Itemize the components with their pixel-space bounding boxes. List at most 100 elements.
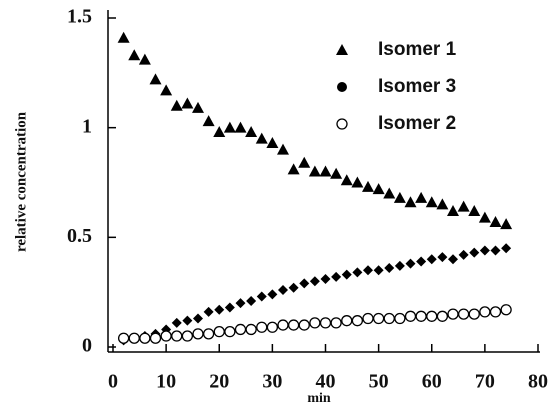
data-point — [202, 328, 215, 340]
data-point — [331, 271, 342, 282]
data-point — [352, 267, 363, 278]
x-axis-label: min — [307, 391, 331, 406]
data-point — [426, 254, 437, 265]
data-point — [128, 49, 141, 61]
data-point — [457, 200, 470, 212]
data-point — [139, 332, 151, 344]
data-point — [278, 284, 288, 295]
data-point — [393, 191, 406, 203]
data-point — [224, 302, 235, 313]
data-point — [266, 137, 279, 149]
data-point — [383, 312, 395, 325]
data-point — [340, 174, 353, 186]
x-tick-label: 10 — [156, 371, 176, 393]
data-point — [213, 325, 225, 338]
data-point — [501, 243, 512, 254]
legend-marker — [336, 118, 348, 130]
data-point — [128, 332, 140, 344]
x-tick-label: 20 — [209, 371, 229, 393]
data-point — [255, 132, 268, 144]
data-point — [416, 256, 427, 267]
data-point — [404, 310, 417, 322]
x-tick-label: 40 — [316, 371, 336, 393]
data-point — [309, 276, 320, 287]
data-point — [405, 258, 416, 269]
data-point — [351, 176, 364, 188]
data-point — [203, 306, 214, 317]
data-point — [181, 330, 194, 342]
data-point — [234, 121, 247, 133]
data-point — [478, 211, 491, 223]
data-point — [246, 295, 257, 306]
data-point — [384, 263, 395, 274]
data-point — [171, 330, 183, 342]
data-point — [372, 312, 385, 325]
data-point — [490, 245, 501, 256]
data-point — [458, 249, 469, 260]
data-point — [287, 319, 300, 331]
data-point — [160, 84, 173, 96]
data-point — [213, 126, 226, 138]
data-point — [234, 323, 247, 336]
x-tick-label: 70 — [475, 371, 495, 393]
data-point — [341, 315, 353, 327]
data-point — [500, 218, 513, 230]
data-point — [138, 53, 151, 65]
y-axis-label: relative concentration — [13, 111, 29, 252]
data-point — [181, 97, 194, 109]
data-point — [319, 317, 332, 329]
data-point — [298, 156, 311, 168]
data-point — [362, 312, 374, 325]
data-point — [223, 121, 236, 133]
data-point — [149, 73, 162, 85]
x-tick-label: 0 — [108, 371, 118, 393]
data-point — [404, 196, 417, 208]
data-point — [202, 115, 215, 127]
data-point — [214, 304, 225, 315]
data-point — [447, 205, 459, 217]
data-point — [298, 319, 310, 331]
data-point — [117, 31, 130, 43]
data-point — [372, 183, 385, 195]
data-point — [235, 298, 246, 309]
data-point — [192, 101, 204, 113]
data-point — [457, 308, 470, 320]
data-point — [299, 278, 310, 289]
legend-label: Isomer 1 — [378, 39, 457, 60]
data-point — [320, 274, 331, 285]
data-point — [468, 308, 480, 320]
data-point — [426, 310, 438, 322]
data-point — [383, 187, 396, 199]
data-point — [256, 291, 267, 302]
data-point — [330, 167, 343, 179]
data-point — [224, 325, 236, 338]
data-point — [447, 308, 459, 320]
legend-label: Isomer 3 — [378, 76, 456, 97]
data-point — [193, 313, 203, 324]
data-point — [309, 317, 321, 329]
legend-marker — [337, 82, 347, 92]
data-point — [415, 310, 427, 322]
data-point — [437, 252, 448, 263]
data-point — [425, 196, 438, 208]
data-point — [277, 319, 289, 331]
y-tick-label: 0.5 — [67, 225, 92, 247]
data-point — [277, 143, 289, 155]
data-point — [489, 215, 502, 227]
data-point — [351, 315, 364, 327]
data-point — [267, 289, 278, 300]
data-point — [468, 205, 481, 217]
data-point — [288, 282, 299, 293]
data-point — [373, 265, 384, 276]
legend-marker — [336, 44, 348, 55]
data-point — [415, 191, 428, 203]
data-point — [245, 126, 258, 138]
data-point — [170, 99, 183, 111]
y-tick-label: 1.5 — [67, 6, 92, 28]
x-tick-label: 60 — [422, 371, 442, 393]
y-tick-label: 0 — [82, 335, 92, 357]
data-point — [479, 306, 491, 318]
data-point — [182, 315, 193, 326]
data-point — [287, 163, 300, 175]
